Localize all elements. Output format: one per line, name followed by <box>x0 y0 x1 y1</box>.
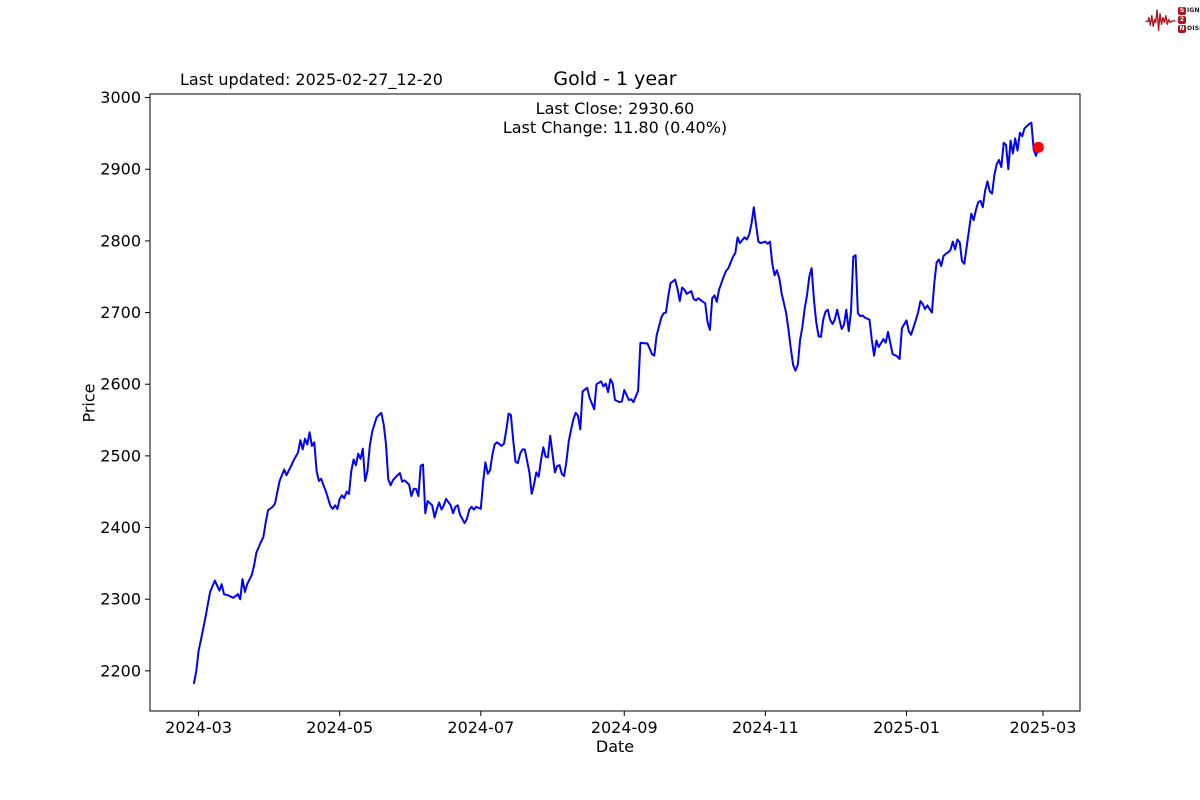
x-tick-label: 2024-11 <box>732 718 799 737</box>
y-tick-label: 2700 <box>100 303 141 322</box>
chart-annotation-block: Last Close: 2930.60 Last Change: 11.80 (… <box>503 99 727 137</box>
y-tick-label: 2900 <box>100 160 141 179</box>
axes-frame <box>149 93 1081 712</box>
logo-text-ignal: IGNAL <box>1187 7 1200 14</box>
y-axis-label: Price <box>79 383 99 423</box>
x-tick-label: 2024-09 <box>591 718 658 737</box>
logo-badge-n: N <box>1178 24 1186 33</box>
y-tick-label: 2300 <box>100 590 141 609</box>
last-change-annotation: Last Change: 11.80 (0.40%) <box>502 118 728 137</box>
logo-row-2: 2 <box>1178 15 1200 24</box>
x-tick-label: 2024-03 <box>165 718 232 737</box>
y-tick-label: 2200 <box>100 661 141 680</box>
logo-row-noise: N OISE <box>1178 24 1200 33</box>
y-tick-label: 3000 <box>100 88 141 107</box>
signal2noise-logo: S IGNAL 2 N OISE <box>1145 6 1200 33</box>
price-line <box>193 121 1040 685</box>
logo-badge-2: 2 <box>1178 15 1186 24</box>
x-axis-label: Date <box>595 737 635 756</box>
x-tick-label: 2024-05 <box>306 718 373 737</box>
y-tick-label: 2600 <box>100 375 141 394</box>
logo-row-signal: S IGNAL <box>1178 6 1200 15</box>
x-tick-label: 2025-03 <box>1010 718 1077 737</box>
y-tick-label: 2800 <box>100 231 141 250</box>
chart-title: Gold - 1 year <box>553 68 677 90</box>
y-tick-label: 2500 <box>100 446 141 465</box>
y-tick-label: 2400 <box>100 518 141 537</box>
logo-badge-s: S <box>1178 6 1186 15</box>
x-tick-label: 2024-07 <box>447 718 514 737</box>
last-updated-text: Last updated: 2025-02-27_12-20 <box>180 70 443 89</box>
x-tick-label: 2025-01 <box>873 718 940 737</box>
logo-text-oise: OISE <box>1187 25 1200 32</box>
last-price-marker <box>1032 141 1044 153</box>
logo-waveform-icon <box>1145 9 1176 31</box>
last-close-annotation: Last Close: 2930.60 <box>535 99 695 118</box>
logo-wordmark: S IGNAL 2 N OISE <box>1178 6 1200 33</box>
